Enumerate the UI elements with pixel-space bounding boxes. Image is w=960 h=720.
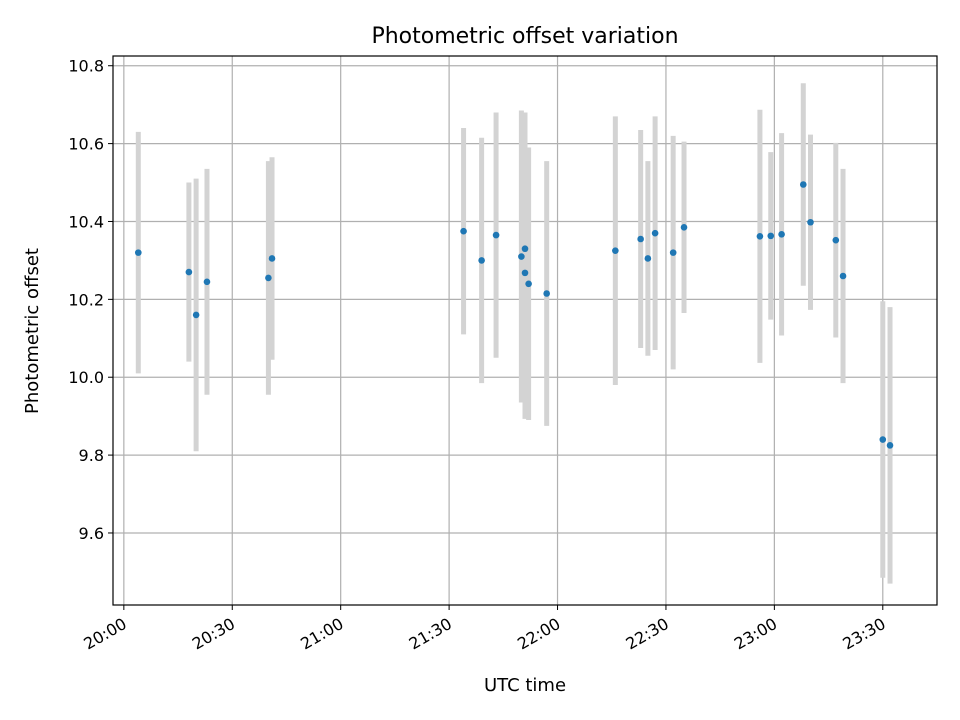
data-point — [879, 436, 887, 443]
data-point — [839, 272, 847, 280]
data-point — [185, 268, 193, 276]
y-tick-label: 9.8 — [79, 446, 104, 465]
plot-frame — [112, 55, 938, 606]
data-point — [778, 231, 785, 238]
data-point — [799, 181, 807, 188]
data-point — [134, 249, 142, 256]
data-point — [637, 235, 644, 243]
data-point — [518, 253, 525, 260]
data-point — [807, 218, 814, 226]
data-point — [612, 247, 619, 254]
data-point — [521, 269, 529, 277]
y-axis-label: Photometric offset — [22, 248, 43, 414]
data-point — [203, 278, 211, 286]
chart-title: Photometric offset variation — [371, 24, 678, 49]
data-point — [767, 232, 775, 240]
data-point — [669, 249, 677, 256]
data-point — [680, 224, 688, 231]
data-point — [543, 290, 550, 297]
y-tick-label: 10.0 — [68, 368, 104, 387]
data-point — [756, 232, 764, 240]
data-point — [832, 236, 840, 244]
y-tick-label: 9.6 — [79, 524, 104, 543]
y-tick-label: 10.8 — [68, 57, 104, 76]
data-point — [651, 229, 659, 237]
data-point — [886, 442, 894, 449]
data-point — [478, 257, 485, 264]
data-point — [525, 280, 532, 288]
data-point — [265, 274, 272, 282]
data-point — [268, 255, 276, 262]
y-tick-label: 10.4 — [68, 212, 104, 231]
data-point — [521, 245, 529, 253]
y-tick-label: 10.2 — [68, 290, 104, 309]
data-point — [644, 255, 652, 262]
x-axis-label: UTC time — [484, 675, 566, 696]
data-point — [460, 227, 467, 235]
y-tick-label: 10.6 — [68, 135, 104, 154]
data-points — [134, 181, 894, 449]
data-point — [192, 311, 200, 319]
data-point — [492, 231, 500, 239]
